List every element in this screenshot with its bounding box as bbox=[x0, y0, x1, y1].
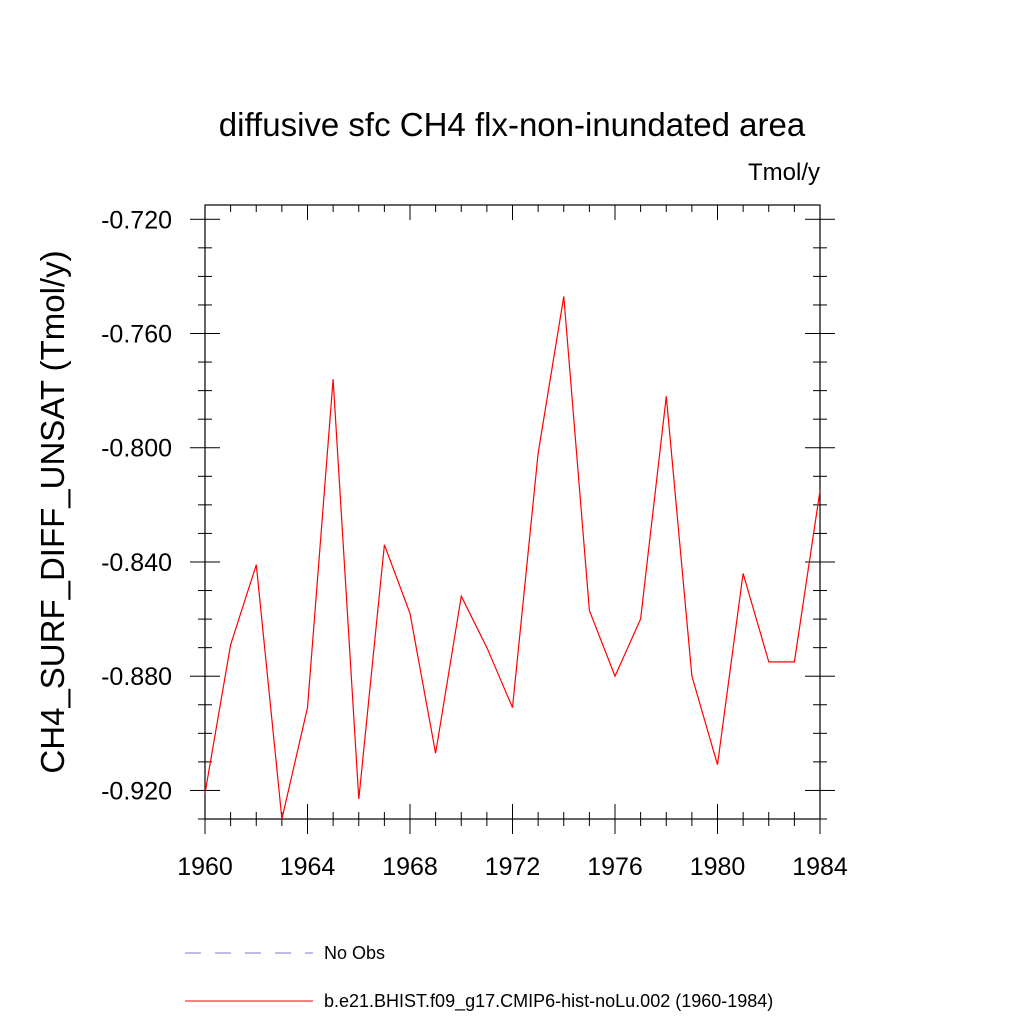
chart-title: diffusive sfc CH4 flx-non-inundated area bbox=[219, 106, 806, 143]
axis-ticks bbox=[190, 205, 835, 834]
x-tick-label: 1964 bbox=[280, 853, 336, 881]
x-tick-label: 1976 bbox=[587, 853, 643, 881]
y-tick-label: -0.720 bbox=[101, 206, 172, 234]
y-tick-label: -0.840 bbox=[101, 549, 172, 577]
x-tick-label: 1984 bbox=[792, 853, 848, 881]
plot-frame bbox=[204, 204, 821, 820]
units-label: Tmol/y bbox=[748, 159, 820, 186]
legend: No Obs b.e21.BHIST.f09_g17.CMIP6-hist-no… bbox=[185, 943, 773, 1012]
series-line bbox=[204, 296, 821, 820]
y-tick-label: -0.760 bbox=[101, 321, 172, 349]
x-tick-label: 1968 bbox=[382, 853, 438, 881]
y-axis-label: CH4_SURF_DIFF_UNSAT (Tmol/y) bbox=[34, 250, 71, 773]
y-tick-label: -0.920 bbox=[101, 777, 172, 805]
y-tick-label: -0.880 bbox=[101, 663, 172, 691]
x-tick-label: 1980 bbox=[690, 853, 746, 881]
x-tick-label: 1972 bbox=[485, 853, 541, 881]
series-group bbox=[204, 296, 821, 820]
legend-label-no-obs: No Obs bbox=[324, 943, 385, 963]
axis-tick-labels: 1960 1964 1968 1972 1976 1980 1984 -0.720 -0.760… bbox=[101, 206, 848, 881]
y-tick-label: -0.800 bbox=[101, 435, 172, 463]
legend-label-model: b.e21.BHIST.f09_g17.CMIP6-hist-noLu.002 … bbox=[324, 991, 773, 1012]
x-tick-label: 1960 bbox=[177, 853, 233, 881]
